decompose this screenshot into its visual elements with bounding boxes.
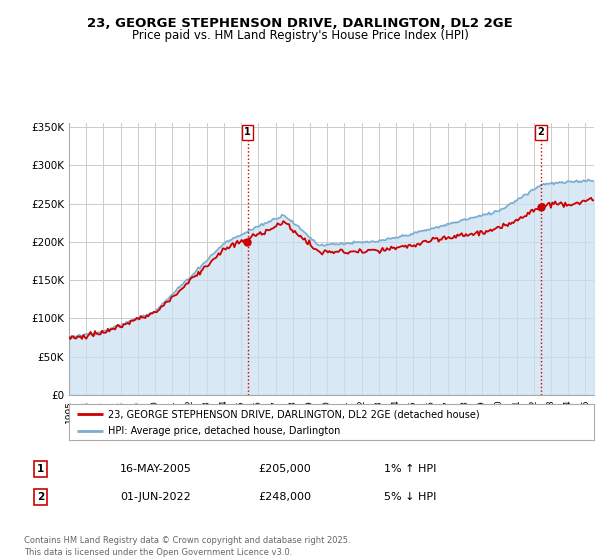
Text: 23, GEORGE STEPHENSON DRIVE, DARLINGTON, DL2 2GE: 23, GEORGE STEPHENSON DRIVE, DARLINGTON,… [87,17,513,30]
Text: £248,000: £248,000 [258,492,311,502]
Text: 1: 1 [37,464,44,474]
Text: 2: 2 [538,127,544,137]
Text: 1% ↑ HPI: 1% ↑ HPI [384,464,436,474]
Text: 16-MAY-2005: 16-MAY-2005 [120,464,192,474]
Text: HPI: Average price, detached house, Darlington: HPI: Average price, detached house, Darl… [109,426,341,436]
Text: Price paid vs. HM Land Registry's House Price Index (HPI): Price paid vs. HM Land Registry's House … [131,29,469,42]
Text: 01-JUN-2022: 01-JUN-2022 [120,492,191,502]
Text: 1: 1 [244,127,251,137]
Text: £205,000: £205,000 [258,464,311,474]
Text: Contains HM Land Registry data © Crown copyright and database right 2025.
This d: Contains HM Land Registry data © Crown c… [24,536,350,557]
Text: 5% ↓ HPI: 5% ↓ HPI [384,492,436,502]
Text: 23, GEORGE STEPHENSON DRIVE, DARLINGTON, DL2 2GE (detached house): 23, GEORGE STEPHENSON DRIVE, DARLINGTON,… [109,409,480,419]
Text: 2: 2 [37,492,44,502]
